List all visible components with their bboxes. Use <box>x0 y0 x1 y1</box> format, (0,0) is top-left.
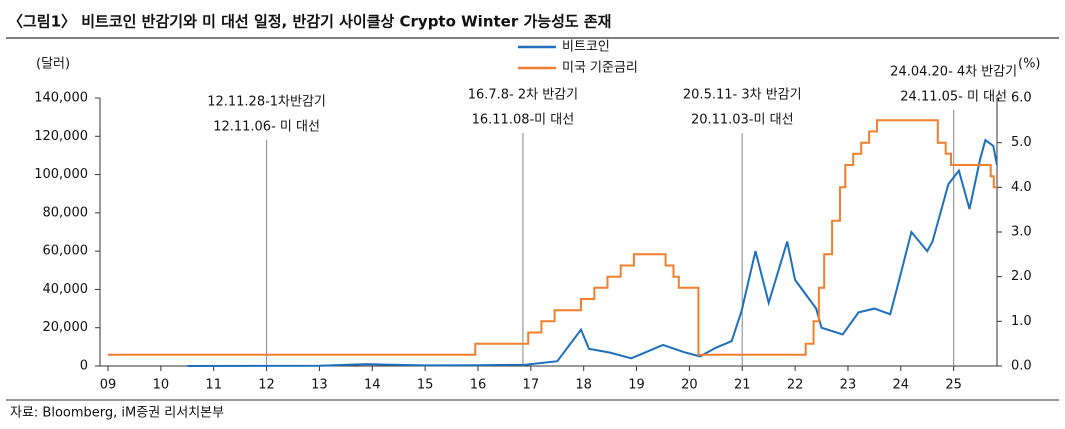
chart-title: 〈그림1〉 비트코인 반감기와 미 대선 일정, 반감기 사이클상 Crypto… <box>8 13 612 31</box>
y2-axis-label: (%) <box>1018 57 1041 72</box>
y-tick-label: 80,000 <box>43 205 89 220</box>
annotation-text: 24.04.20- 4차 반감기 <box>890 65 1017 80</box>
y-tick-label: 20,000 <box>43 320 89 335</box>
x-tick-label: 25 <box>945 378 962 393</box>
x-tick-label: 11 <box>205 378 222 393</box>
x-tick-label: 23 <box>840 378 857 393</box>
y2-tick-label: 1.0 <box>1011 314 1032 329</box>
x-tick-label: 09 <box>100 378 117 393</box>
x-tick-label: 10 <box>153 378 170 393</box>
x-tick-label: 20 <box>681 378 698 393</box>
y-tick-label: 40,000 <box>43 282 89 297</box>
annotation-text: 20.11.03-미 대선 <box>691 113 794 128</box>
legend-label: 미국 기준금리 <box>562 61 638 76</box>
annotation-text: 16.7.8- 2차 반감기 <box>468 88 578 103</box>
x-tick-label: 22 <box>787 378 804 393</box>
x-tick-label: 17 <box>523 378 540 393</box>
x-tick-label: 14 <box>364 378 381 393</box>
y2-tick-label: 5.0 <box>1011 135 1032 150</box>
annotation-text: 24.11.05- 미 대선 <box>900 90 1007 105</box>
y-tick-label: 0 <box>80 359 88 374</box>
annotation-text: 12.11.28-1차반감기 <box>207 95 326 110</box>
source: 자료: Bloomberg, iM증권 리서치본부 <box>10 406 224 421</box>
y-tick-label: 60,000 <box>43 244 89 259</box>
x-tick-label: 13 <box>311 378 328 393</box>
series-line <box>187 138 998 367</box>
annotation-text: 12.11.06- 미 대선 <box>213 120 320 135</box>
y2-tick-label: 3.0 <box>1011 225 1032 240</box>
x-tick-label: 15 <box>417 378 434 393</box>
x-tick-label: 12 <box>258 378 275 393</box>
y2-tick-label: 6.0 <box>1011 91 1032 106</box>
annotation-text: 20.5.11- 3차 반감기 <box>683 88 802 103</box>
y-axis-label: (달러) <box>36 57 70 72</box>
legend-label: 비트코인 <box>562 40 610 55</box>
y-tick-label: 140,000 <box>34 91 88 106</box>
y-tick-label: 120,000 <box>34 129 88 144</box>
x-tick-label: 16 <box>470 378 487 393</box>
y2-tick-label: 4.0 <box>1011 180 1032 195</box>
series-line <box>108 119 997 356</box>
x-tick-label: 19 <box>628 378 645 393</box>
x-tick-label: 18 <box>575 378 592 393</box>
annotation-text: 16.11.08-미 대선 <box>472 113 575 128</box>
y-tick-label: 100,000 <box>34 167 88 182</box>
x-tick-label: 21 <box>734 378 751 393</box>
y2-tick-label: 2.0 <box>1011 269 1032 284</box>
x-tick-label: 24 <box>893 378 910 393</box>
y2-tick-label: 0.0 <box>1011 359 1032 374</box>
